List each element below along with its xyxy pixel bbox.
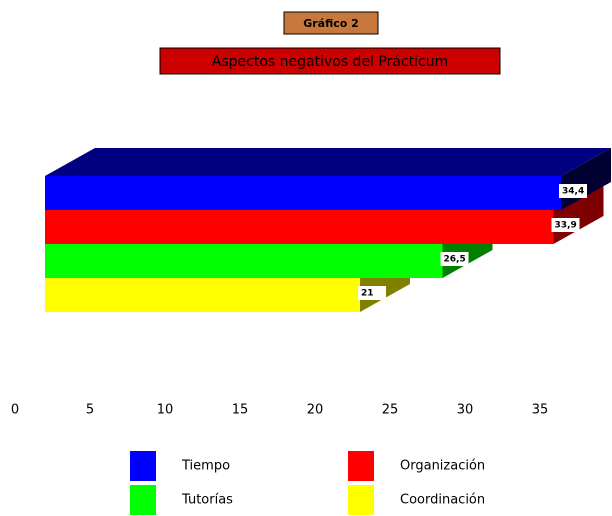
legend-swatch — [130, 451, 156, 481]
legend-swatch — [348, 451, 374, 481]
legend-swatch — [130, 485, 156, 515]
x-tick-label: 25 — [382, 403, 399, 418]
legend-swatch — [348, 485, 374, 515]
x-tick-label: 15 — [232, 403, 249, 418]
value-label: 21 — [361, 289, 374, 299]
bar — [45, 278, 360, 312]
value-label-box — [559, 184, 587, 198]
chart-title: Gráfico 2 — [303, 17, 359, 30]
value-label: 34,4 — [562, 187, 584, 197]
bar — [45, 244, 443, 278]
x-tick-label: 30 — [457, 403, 474, 418]
legend-label: Tutorías — [181, 493, 233, 508]
x-tick-label: 5 — [86, 403, 94, 418]
bar — [45, 210, 554, 244]
x-tick-label: 20 — [307, 403, 324, 418]
value-label: 33,9 — [555, 221, 577, 231]
value-label-box — [440, 252, 469, 266]
subtitle-box — [159, 47, 501, 75]
value-label-box — [551, 218, 580, 232]
legend-label: Organización — [400, 459, 485, 474]
bar — [45, 176, 561, 210]
bar-top — [45, 148, 611, 176]
x-tick-label: 0 — [11, 403, 19, 418]
value-label: 26,5 — [444, 255, 466, 265]
x-tick-label: 10 — [157, 403, 174, 418]
title-box — [283, 11, 379, 35]
chart-subtitle: Aspectos negativos del Prácticum — [212, 54, 448, 70]
legend-label: Tiempo — [181, 459, 230, 474]
value-label-box — [358, 286, 386, 300]
x-tick-label: 35 — [532, 403, 549, 418]
legend-label: Coordinación — [400, 493, 485, 508]
